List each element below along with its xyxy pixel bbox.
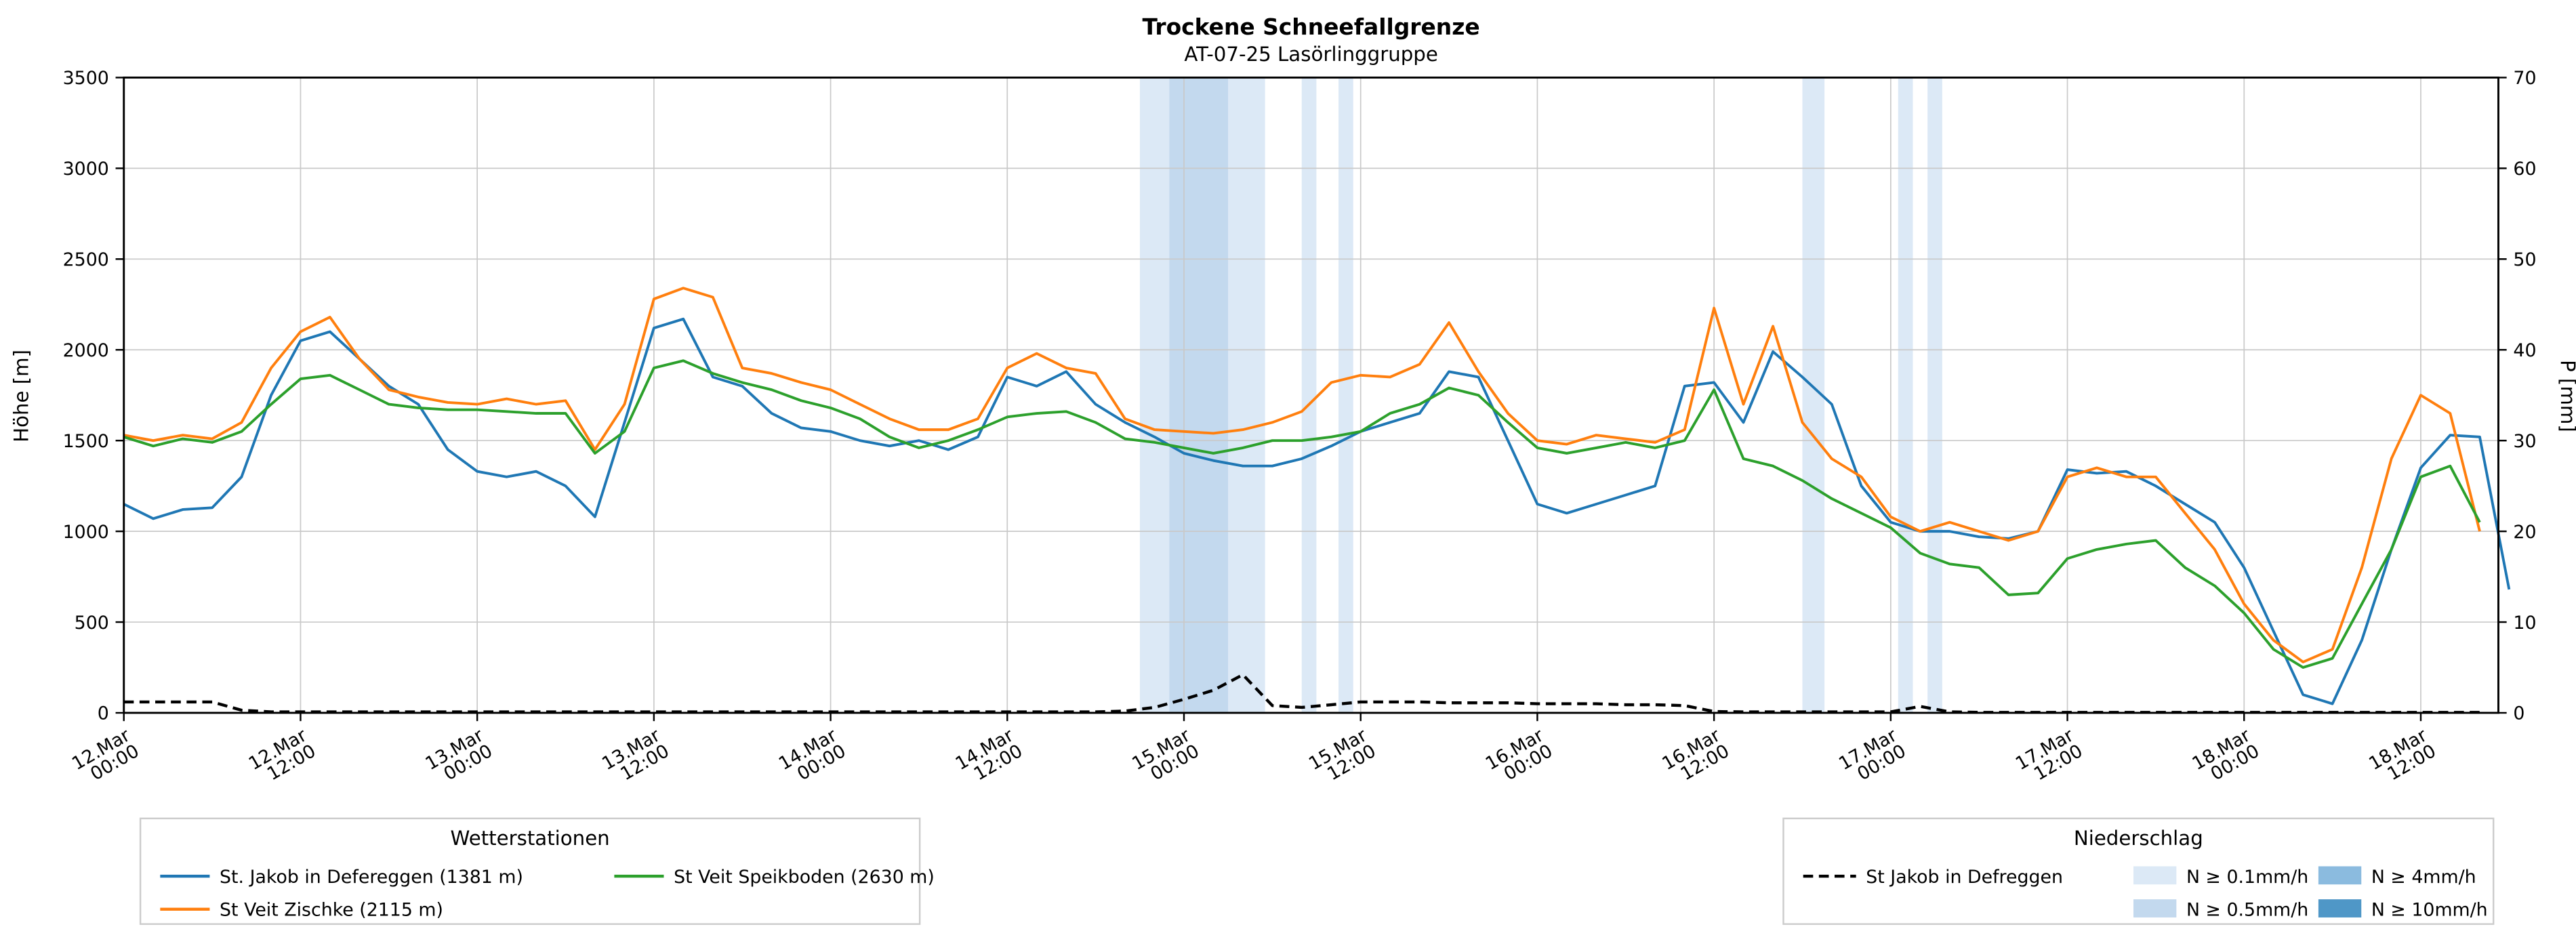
legend-label-st-jakob: St. Jakob in Defereggen (1381 m) <box>220 867 523 888</box>
precip-band <box>1338 77 1353 713</box>
legend-label-precip-station: St Jakob in Defreggen <box>1866 867 2063 888</box>
legend-swatch-n05 <box>2133 899 2177 917</box>
svg-text:14.Mar12:00: 14.Mar12:00 <box>952 724 1027 790</box>
y-right-tick-label: 50 <box>2513 249 2536 270</box>
legend-label-n05: N ≥ 0.5mm/h <box>2186 900 2308 921</box>
legend-label-st-veit-zischke: St Veit Zischke (2115 m) <box>220 900 443 921</box>
legend-stations-title: Wetterstationen <box>451 827 610 850</box>
legend-label-n4: N ≥ 4mm/h <box>2371 867 2476 888</box>
svg-text:13.Mar00:00: 13.Mar00:00 <box>422 724 496 790</box>
y-left-tick-label: 3500 <box>63 68 109 89</box>
legend-label-n01: N ≥ 0.1mm/h <box>2186 867 2308 888</box>
x-tick-label: 13.Mar00:00 <box>422 724 496 790</box>
legend-stations: Wetterstationen St. Jakob in Defereggen … <box>139 817 935 925</box>
series-line-st-veit-zischke <box>123 287 2481 663</box>
svg-text:16.Mar12:00: 16.Mar12:00 <box>1658 724 1733 790</box>
svg-text:17.Mar12:00: 17.Mar12:00 <box>2012 724 2087 790</box>
precip-band <box>1898 77 1913 713</box>
y-right-tick-label: 30 <box>2513 431 2536 452</box>
series-line-st-veit-speikboden <box>123 359 2481 669</box>
svg-text:18.Mar12:00: 18.Mar12:00 <box>2365 724 2440 790</box>
x-tick-label: 12.Mar00:00 <box>68 724 143 790</box>
legend-swatch-n4 <box>2318 866 2362 885</box>
x-tick-label: 17.Mar00:00 <box>1835 724 1910 790</box>
y-left-tick-label: 1500 <box>63 431 109 452</box>
y-left-tick-label: 1000 <box>63 522 109 543</box>
precip-bands-layer <box>1139 77 1942 713</box>
svg-text:12.Mar00:00: 12.Mar00:00 <box>68 724 143 790</box>
x-tick-label: 14.Mar00:00 <box>775 724 850 790</box>
svg-text:16.Mar00:00: 16.Mar00:00 <box>1482 724 1557 790</box>
y-left-tick-label: 3000 <box>63 159 109 180</box>
svg-text:14.Mar00:00: 14.Mar00:00 <box>775 724 850 790</box>
y-left-tick-label: 2500 <box>63 249 109 270</box>
svg-text:15.Mar12:00: 15.Mar12:00 <box>1305 724 1380 790</box>
x-tick-label: 17.Mar12:00 <box>2012 724 2087 790</box>
y-left-tick-label: 2000 <box>63 340 109 361</box>
x-tick-label: 12.Mar12:00 <box>245 724 320 790</box>
legend-swatch-n10 <box>2318 899 2362 917</box>
x-tick-label: 14.Mar12:00 <box>952 724 1027 790</box>
precip-band <box>1169 77 1229 713</box>
legend-stations-box <box>139 817 921 925</box>
y-right-tick-label: 60 <box>2513 159 2536 180</box>
x-tick-label: 13.Mar12:00 <box>598 724 673 790</box>
chart-title: Trockene Schneefallgrenze <box>1143 14 1480 40</box>
y-right-axis-label: P [mm] <box>2556 360 2576 432</box>
legend-precip: Niederschlag St Jakob in Defreggen N ≥ 0… <box>1782 817 2495 925</box>
precip-band <box>1139 77 1170 713</box>
svg-text:12.Mar12:00: 12.Mar12:00 <box>245 724 320 790</box>
y-left-tick-label: 0 <box>98 703 109 724</box>
svg-text:15.Mar00:00: 15.Mar00:00 <box>1128 724 1203 790</box>
legend-label-n10: N ≥ 10mm/h <box>2371 900 2488 921</box>
x-tick-label: 15.Mar00:00 <box>1128 724 1203 790</box>
svg-text:17.Mar00:00: 17.Mar00:00 <box>1835 724 1910 790</box>
precip-band <box>1228 77 1265 713</box>
chart-subtitle: AT-07-25 Lasörlinggruppe <box>1184 43 1437 66</box>
y-right-tick-label: 10 <box>2513 613 2536 634</box>
series-lines-layer <box>123 287 2511 714</box>
y-left-axis-label: Höhe [m] <box>9 350 33 442</box>
x-tick-label: 16.Mar00:00 <box>1482 724 1557 790</box>
x-tick-label: 16.Mar12:00 <box>1658 724 1733 790</box>
y-right-tick-label: 0 <box>2513 703 2524 724</box>
legend-precip-title: Niederschlag <box>2074 827 2203 850</box>
svg-text:13.Mar12:00: 13.Mar12:00 <box>598 724 673 790</box>
y-left-tick-label: 500 <box>75 613 109 634</box>
y-right-tick-label: 70 <box>2513 68 2536 89</box>
x-tick-label: 15.Mar12:00 <box>1305 724 1380 790</box>
y-right-tick-label: 20 <box>2513 522 2536 543</box>
x-tick-label: 18.Mar00:00 <box>2189 724 2264 790</box>
svg-text:18.Mar00:00: 18.Mar00:00 <box>2189 724 2264 790</box>
precip-band <box>1927 77 1942 713</box>
series-line-st-jakob-defereggen <box>123 317 2511 705</box>
legend-label-st-veit-speikboden: St Veit Speikboden (2630 m) <box>674 867 935 888</box>
precip-band <box>1301 77 1317 713</box>
y-right-tick-label: 40 <box>2513 340 2536 361</box>
x-tick-label: 18.Mar12:00 <box>2365 724 2440 790</box>
legend-swatch-n01 <box>2133 866 2177 885</box>
plot-border <box>123 76 2499 714</box>
